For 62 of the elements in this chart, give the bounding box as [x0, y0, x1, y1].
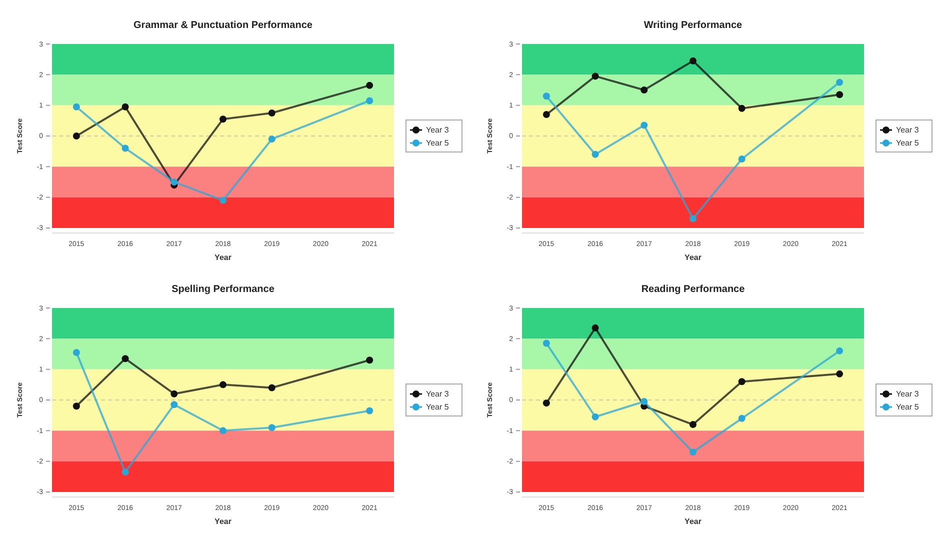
point — [366, 356, 374, 364]
point — [690, 57, 696, 64]
point — [220, 116, 226, 123]
point — [690, 448, 696, 456]
point — [738, 104, 746, 112]
point — [366, 82, 374, 89]
point — [72, 103, 80, 110]
point — [72, 348, 80, 356]
x-axis-title: Year — [684, 253, 702, 262]
point — [738, 414, 746, 422]
point — [268, 424, 276, 432]
legend-label: Year 5 — [426, 402, 450, 412]
legend-label: Year 5 — [896, 402, 920, 412]
legend-label: Year 5 — [896, 138, 920, 148]
x-axis-title: Year — [684, 517, 702, 526]
point — [738, 156, 746, 162]
point — [366, 407, 374, 414]
legend-label: Year 3 — [426, 126, 450, 135]
point — [836, 91, 844, 98]
point — [122, 355, 129, 362]
legend-label: Year 3 — [896, 390, 920, 399]
point — [690, 215, 696, 222]
point — [542, 92, 550, 100]
x-axis-title: Year — [214, 253, 232, 262]
point — [170, 390, 178, 398]
chart-title: Grammar & Punctuation Performance — [134, 20, 313, 31]
chart-title: Writing Performance — [644, 20, 743, 31]
chart-title: Reading Performance — [641, 284, 746, 295]
point — [72, 132, 80, 140]
point — [836, 78, 844, 86]
point — [836, 347, 844, 354]
legend-label: Year 5 — [426, 138, 450, 148]
point — [542, 111, 550, 118]
legend-label: Year 3 — [896, 126, 920, 135]
point — [268, 110, 276, 116]
point — [122, 144, 129, 152]
point — [592, 72, 599, 80]
point — [542, 400, 550, 407]
point — [268, 136, 276, 143]
point — [268, 384, 276, 392]
point — [220, 196, 226, 204]
legend-label: Year 3 — [426, 390, 450, 399]
point — [542, 340, 550, 347]
x-axis-title: Year — [214, 517, 232, 526]
point — [220, 381, 226, 388]
point — [592, 413, 599, 420]
point — [366, 97, 374, 104]
point — [592, 150, 599, 158]
point — [170, 401, 178, 408]
point — [640, 86, 648, 94]
point — [72, 402, 80, 410]
point — [122, 103, 129, 110]
point — [220, 427, 226, 434]
point — [690, 421, 696, 428]
point — [640, 398, 648, 406]
chart-title: Spelling Performance — [172, 284, 275, 295]
point — [122, 468, 129, 476]
point — [640, 122, 648, 129]
point — [836, 370, 844, 378]
point — [738, 378, 746, 386]
point — [592, 324, 599, 332]
point — [170, 178, 178, 186]
